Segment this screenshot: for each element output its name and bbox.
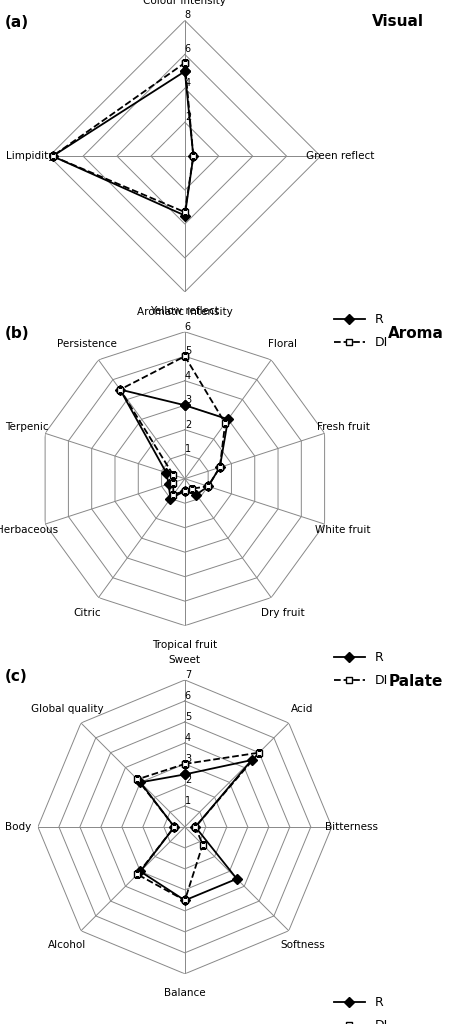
Text: Palate: Palate (389, 674, 444, 689)
Text: (a): (a) (5, 15, 29, 31)
Text: (b): (b) (5, 326, 29, 341)
Legend: R, DI: R, DI (328, 646, 393, 692)
Legend: R, DI: R, DI (328, 308, 393, 354)
Text: Aroma: Aroma (388, 326, 444, 341)
Legend: R, DI: R, DI (328, 991, 393, 1024)
Text: (c): (c) (5, 669, 27, 684)
Text: Visual: Visual (372, 13, 424, 29)
